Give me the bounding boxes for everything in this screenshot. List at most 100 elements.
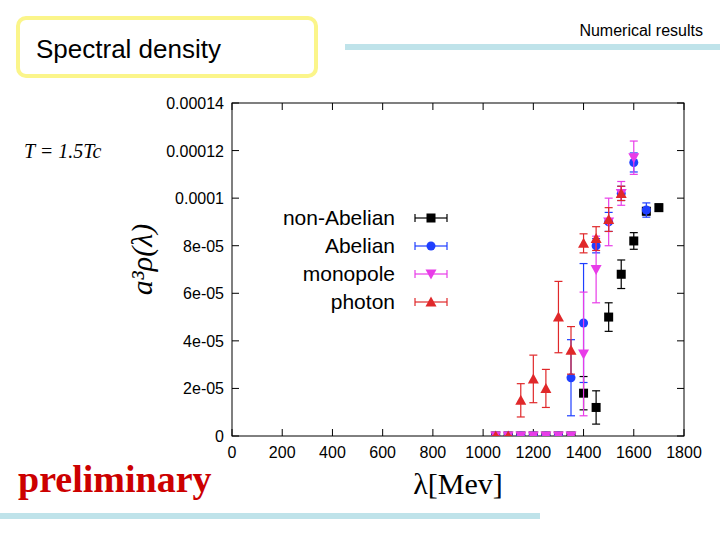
x-tick [282, 429, 283, 436]
legend-line [446, 242, 447, 250]
error-cap [580, 233, 588, 234]
data-point [541, 432, 550, 437]
error-cap [617, 200, 625, 201]
x-tick-label: 0 [228, 444, 237, 461]
x-tick-label: 1400 [566, 444, 602, 461]
footer-bar [0, 513, 540, 519]
y-tick-label: 0 [215, 428, 224, 445]
error-cap [605, 198, 613, 199]
legend-line [414, 242, 415, 250]
data-point [591, 233, 602, 243]
series [491, 153, 651, 436]
header-bar [345, 44, 720, 50]
error-cap [592, 226, 600, 227]
x-tick-label: 1200 [516, 444, 552, 461]
y-tick-label: 4e-05 [183, 333, 224, 350]
x-tick-label: 1800 [666, 444, 702, 461]
data-point [604, 313, 613, 322]
error-cap [580, 291, 588, 292]
error-cap [554, 352, 562, 353]
x-tick [332, 103, 333, 110]
error-cap [605, 331, 613, 332]
x-tick [282, 103, 283, 110]
error-cap [554, 281, 562, 282]
data-point [528, 373, 539, 383]
error-cap [592, 302, 600, 303]
y-tick [232, 198, 239, 199]
y-tick-label: 8e-05 [183, 238, 224, 255]
y-tick-label: 6e-05 [183, 285, 224, 302]
data-point [591, 265, 602, 275]
preliminary-stamp: preliminary [18, 458, 212, 500]
error-cap [630, 249, 638, 250]
data-point [540, 383, 551, 393]
y-tick [677, 340, 684, 341]
data-point [554, 432, 563, 437]
y-tick [677, 198, 684, 199]
x-tick [432, 103, 433, 110]
x-tick [432, 429, 433, 436]
data-point [541, 432, 550, 437]
error-cap [642, 217, 650, 218]
error-cap [642, 202, 650, 203]
y-tick [677, 293, 684, 294]
error-cap [617, 186, 625, 187]
plot-frame [232, 103, 684, 436]
x-tick [332, 429, 333, 436]
series [491, 203, 663, 436]
error-cap [630, 140, 638, 141]
error-cap [605, 245, 613, 246]
data-point [491, 432, 500, 437]
legend-marker [426, 270, 437, 280]
series [490, 186, 627, 436]
x-tick [483, 429, 484, 436]
x-tick [583, 429, 584, 436]
annotation: T = 1.5Tc [24, 140, 102, 162]
x-tick [533, 103, 534, 110]
data-point [491, 432, 500, 437]
section-title: Numerical results [579, 22, 703, 39]
data-layer [490, 141, 663, 436]
error-cap [542, 369, 550, 370]
x-tick [483, 103, 484, 110]
data-point [503, 432, 514, 437]
x-tick [382, 429, 383, 436]
data-point [578, 238, 589, 248]
legend-line [414, 214, 415, 222]
legend-marker [427, 242, 436, 251]
error-cap [592, 250, 600, 251]
y-tick-label: 0.00012 [166, 143, 224, 160]
error-cap [529, 355, 537, 356]
error-cap [542, 407, 550, 408]
error-cap [567, 374, 575, 375]
error-cap [617, 205, 625, 206]
x-tick [633, 103, 634, 110]
x-tick [382, 103, 383, 110]
error-cap [605, 231, 613, 232]
data-point [504, 432, 513, 437]
data-point [567, 373, 576, 382]
data-point [616, 189, 627, 199]
legend-line [446, 214, 447, 222]
slide: Spectral densityNumerical resultsprelimi… [0, 0, 720, 540]
legend-label: non-Abelian [283, 206, 395, 229]
y-tick-label: 0.00014 [166, 95, 224, 112]
data-point [617, 270, 626, 279]
error-cap [617, 186, 625, 187]
data-point [567, 432, 576, 437]
error-cap [517, 383, 525, 384]
y-tick [232, 150, 239, 151]
data-point [566, 345, 577, 355]
legend-marker [426, 297, 437, 307]
y-tick [677, 245, 684, 246]
error-cap [617, 200, 625, 201]
error-cap [580, 252, 588, 253]
error-cap [567, 415, 575, 416]
error-cap [529, 402, 537, 403]
error-cap [605, 231, 613, 232]
title-box [18, 18, 316, 76]
error-cap [580, 415, 588, 416]
x-tick-label: 1000 [465, 444, 501, 461]
y-axis-label: a³ρ(λ) [125, 224, 159, 295]
data-point [578, 349, 589, 359]
